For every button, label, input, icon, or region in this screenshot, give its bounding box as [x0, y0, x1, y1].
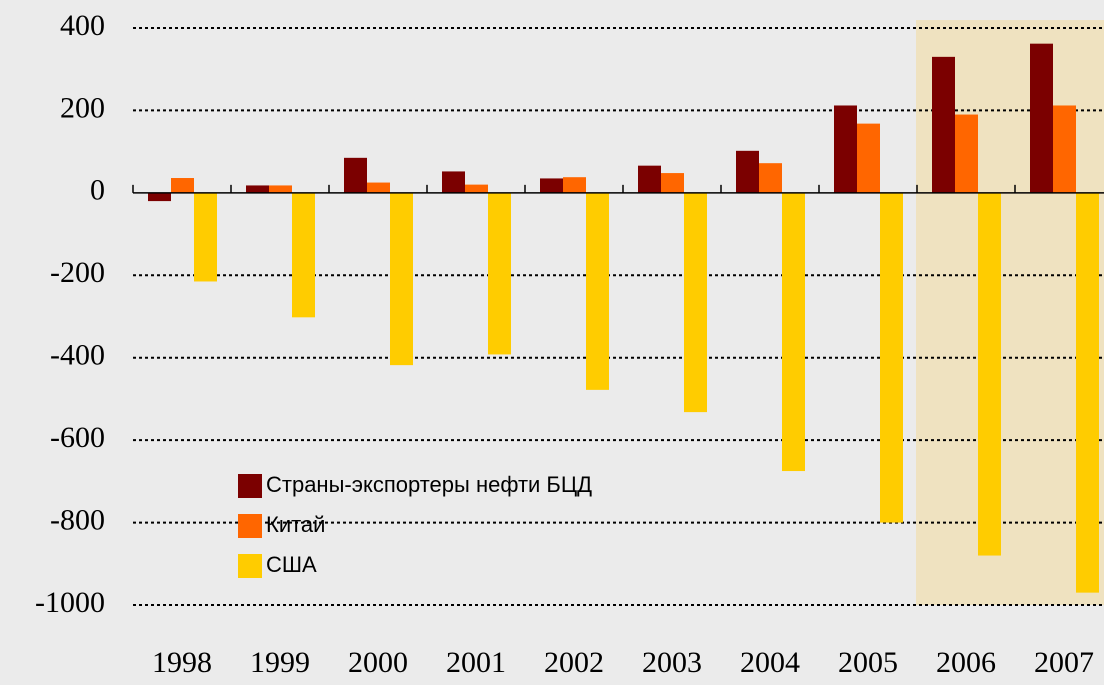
- bar: [857, 123, 880, 193]
- bar: [269, 185, 292, 193]
- x-tick-label: 2003: [642, 646, 702, 679]
- x-tick-label: 1998: [152, 646, 212, 679]
- bar: [171, 178, 194, 193]
- bar: [586, 192, 609, 390]
- bar: [932, 56, 955, 193]
- bar: [759, 163, 782, 193]
- bar: [390, 192, 413, 366]
- bar: [194, 192, 217, 282]
- y-tick-label: -600: [50, 421, 105, 454]
- bar: [488, 192, 511, 355]
- bar: [540, 178, 563, 193]
- y-tick-label: -800: [50, 503, 105, 536]
- legend-swatch: [238, 554, 262, 578]
- legend-label: Китай: [266, 512, 325, 537]
- bar: [246, 185, 269, 193]
- legend-label: США: [266, 552, 317, 577]
- bar: [834, 105, 857, 193]
- y-tick-label: -200: [50, 256, 105, 289]
- bar: [955, 114, 978, 193]
- y-tick-label: -400: [50, 339, 105, 372]
- bar: [367, 182, 390, 193]
- bar: [148, 192, 171, 202]
- legend-swatch: [238, 514, 262, 538]
- bar: [978, 192, 1001, 556]
- x-tick-label: 2004: [740, 646, 800, 679]
- bar: [661, 173, 684, 193]
- bar: [638, 165, 661, 193]
- bar: [782, 192, 805, 472]
- y-tick-label: 200: [60, 91, 105, 124]
- bar: [442, 171, 465, 193]
- bar: [736, 150, 759, 193]
- bar: [880, 192, 903, 523]
- bar: [344, 157, 367, 193]
- legend-label: Страны-экспортеры нефти БЦД: [266, 472, 592, 497]
- legend-swatch: [238, 474, 262, 498]
- x-tick-label: 2000: [348, 646, 408, 679]
- x-tick-label: 2006: [936, 646, 996, 679]
- bar: [292, 192, 315, 318]
- x-tick-label: 2002: [544, 646, 604, 679]
- x-tick-label: 2005: [838, 646, 898, 679]
- bar: [684, 192, 707, 413]
- y-tick-label: -1000: [35, 586, 105, 619]
- bar: [465, 184, 488, 193]
- x-tick-label: 2001: [446, 646, 506, 679]
- bar: [1076, 192, 1099, 593]
- x-tick-label: 2007: [1034, 646, 1094, 679]
- x-tick-label: 1999: [250, 646, 310, 679]
- bar: [1030, 43, 1053, 193]
- bar: [563, 177, 586, 193]
- bar: [1053, 105, 1076, 193]
- y-tick-label: 400: [60, 9, 105, 42]
- y-tick-label: 0: [90, 174, 105, 207]
